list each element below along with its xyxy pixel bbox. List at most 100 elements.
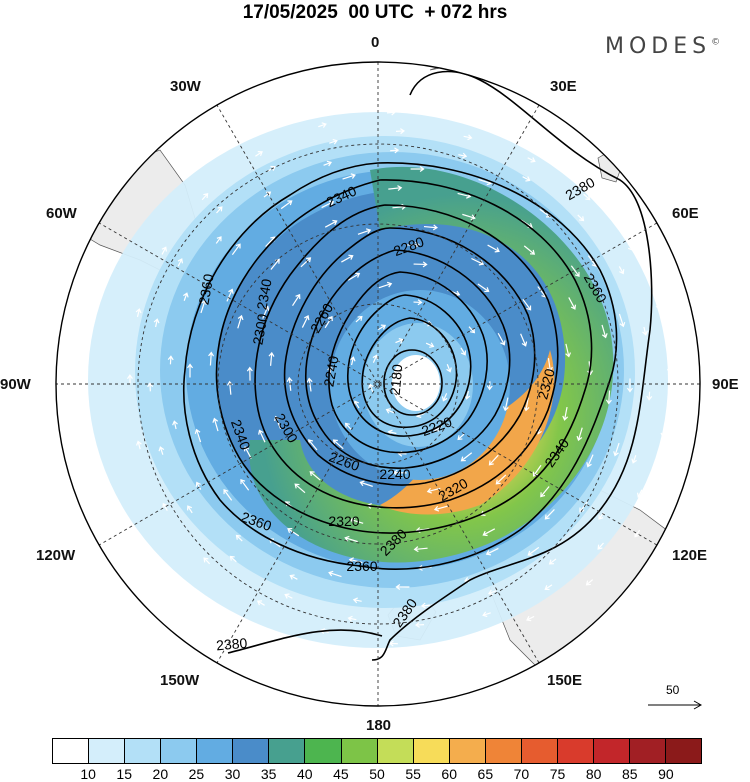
contour-2240 [347, 294, 472, 437]
wind-vector [527, 157, 536, 163]
colorbar-tick-label: 80 [585, 766, 602, 782]
inner-calm-3 [392, 355, 440, 411]
wind-vector [167, 355, 174, 365]
wind-vector [634, 529, 641, 538]
wind-vector [487, 244, 500, 253]
wind-vector [486, 381, 493, 391]
lon-label-120e: 120E [672, 547, 708, 564]
wind-vector [395, 583, 410, 590]
wind-vector [341, 254, 354, 263]
wind-vector [385, 408, 395, 414]
wind-vector [161, 246, 167, 255]
lon-label-30e: 30E [550, 78, 577, 95]
wind-vector [462, 213, 476, 221]
wind-vector [460, 347, 467, 356]
colorbar-tick-label: 40 [296, 766, 313, 782]
lon-label-90w: 90W [0, 376, 31, 393]
wind-vector [426, 487, 441, 494]
contour-label: 2320 [328, 513, 359, 529]
wind-vector [323, 160, 333, 167]
wind-vector [468, 326, 476, 334]
wind-vector [378, 324, 386, 331]
lon-label-150e: 150E [547, 672, 583, 689]
wind-vector [187, 363, 194, 378]
parallel-ring-3 [137, 143, 619, 625]
wind-vector [626, 378, 633, 393]
meridian-line [216, 104, 540, 664]
wind-vector [287, 527, 300, 537]
wind-vector [585, 579, 594, 586]
wind-vector [636, 489, 643, 498]
contour-2380-south [227, 629, 383, 654]
wind-vector [487, 589, 497, 596]
wind-vector [548, 558, 557, 565]
wind-vector [231, 243, 241, 256]
contour-2320 [254, 204, 559, 509]
wind-vector [523, 245, 536, 255]
colorbar [52, 738, 702, 764]
colorbar-cell [666, 739, 702, 763]
wind-vector [378, 281, 393, 289]
wind-vector [353, 400, 360, 409]
brand-logo: MODES© [605, 34, 720, 59]
lon-label-90e: 90E [712, 376, 739, 393]
wind-vector [255, 151, 263, 157]
wind-vector [395, 128, 405, 135]
wind-vector [423, 224, 438, 231]
wind-vector [308, 439, 318, 451]
wind-vector [183, 292, 189, 301]
wind-vector [388, 640, 398, 647]
wind-vector [410, 166, 425, 173]
wind-vector [458, 152, 468, 159]
wind-vector [162, 502, 168, 511]
contour-label: 2240 [379, 466, 410, 482]
wind-vector [502, 397, 509, 412]
brand-text: MODES [605, 34, 712, 59]
wind-vector [457, 113, 467, 120]
wind-vector [395, 338, 404, 344]
wind-vector [495, 474, 507, 485]
wind-vector [246, 366, 253, 381]
colorbar-cell [377, 739, 414, 763]
colorbar-cell [125, 739, 162, 763]
wind-vector [458, 636, 468, 643]
wind-vector [460, 452, 473, 462]
colorbar-cell [485, 739, 522, 763]
colorbar-tick-label: 65 [477, 766, 494, 782]
wind-vector [309, 471, 321, 481]
colorbar-tick-label: 25 [188, 766, 205, 782]
colorbar-cell [593, 739, 630, 763]
colorbar-cell [413, 739, 450, 763]
vector-reference-label: 50 [666, 683, 680, 697]
wind-vector [568, 297, 577, 310]
wind-vector [579, 500, 589, 513]
polar-map: 2380238023602360236023602340234023402340… [55, 61, 701, 707]
wind-vector [618, 313, 626, 328]
wind-vector [357, 228, 372, 235]
wind-vector [187, 505, 193, 514]
wind-vector [583, 169, 592, 176]
wind-vector [446, 364, 452, 373]
wind-vector [666, 364, 673, 374]
wind-vector [243, 446, 252, 459]
wind-vector [576, 427, 583, 442]
colorbar-cell [161, 739, 198, 763]
wind-vector [300, 257, 312, 268]
wind-vector [355, 315, 363, 323]
wind-vector [386, 109, 396, 116]
lon-label-150w: 150W [160, 672, 200, 689]
wind-vector [324, 219, 338, 228]
colorbar-tick-label: 90 [658, 766, 674, 782]
wind-vector [523, 397, 530, 412]
wind-vector [488, 454, 499, 466]
colorbar-tick-label: 75 [549, 766, 566, 782]
wind-vector [413, 299, 423, 306]
wind-vector [349, 517, 364, 524]
wind-vector [413, 261, 428, 268]
colorbar-tick-label: 15 [116, 766, 133, 782]
contour-2180 [383, 349, 443, 416]
wind-vector [352, 597, 362, 604]
wind-vector [618, 266, 625, 275]
wind-vector [347, 272, 361, 281]
arrow-right-icon [648, 700, 703, 710]
